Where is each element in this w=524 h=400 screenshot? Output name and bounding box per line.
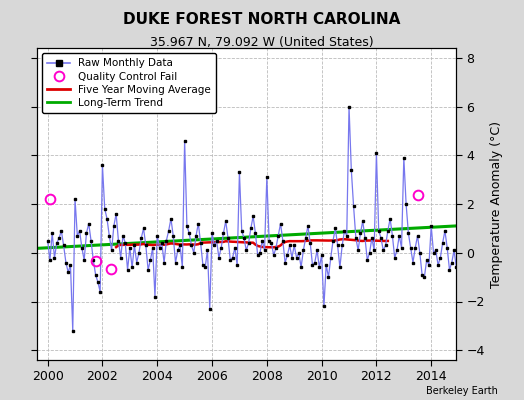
Y-axis label: Temperature Anomaly (°C): Temperature Anomaly (°C) [490,120,503,288]
Text: 35.967 N, 79.092 W (United States): 35.967 N, 79.092 W (United States) [150,36,374,49]
Text: Berkeley Earth: Berkeley Earth [426,386,498,396]
Text: DUKE FOREST NORTH CAROLINA: DUKE FOREST NORTH CAROLINA [123,12,401,27]
Legend: Raw Monthly Data, Quality Control Fail, Five Year Moving Average, Long-Term Tren: Raw Monthly Data, Quality Control Fail, … [42,53,216,113]
